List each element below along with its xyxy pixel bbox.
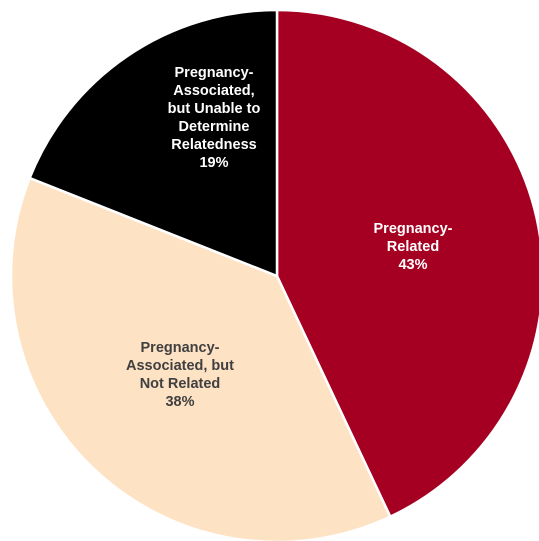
pie-slice-3 (28, 8, 279, 278)
slice-label-line: Not Related (140, 376, 221, 392)
slice-label-line: but Unable to (168, 101, 261, 117)
slice-label-line: Relatedness (171, 137, 256, 153)
slice-label-1: Pregnancy- Related 43% (374, 221, 453, 273)
slice-value-label: 19% (199, 155, 228, 171)
slice-label-line: Pregnancy- (141, 340, 220, 356)
slice-label-line: Pregnancy- (374, 221, 453, 237)
pie-slice-2 (9, 176, 392, 541)
slice-value-label: 38% (165, 394, 194, 410)
pie-slice-1 (275, 8, 539, 519)
slice-label-line: Pregnancy- (175, 65, 254, 81)
slice-label-line: Determine (179, 119, 250, 135)
slice-label-line: Associated, but (126, 358, 234, 374)
slice-label-line: Associated, (173, 83, 254, 99)
pie-slices (9, 8, 539, 541)
pie-labels: Pregnancy- Related 43% Pregnancy- Associated… (126, 65, 453, 410)
slice-label-line: Related (387, 239, 439, 255)
slice-label-2: Pregnancy- Associated, but Not Related 38% (126, 340, 234, 410)
slice-label-3: Pregnancy- Associated, but Unable to Determ… (168, 65, 261, 171)
slice-value-label: 43% (398, 257, 427, 273)
